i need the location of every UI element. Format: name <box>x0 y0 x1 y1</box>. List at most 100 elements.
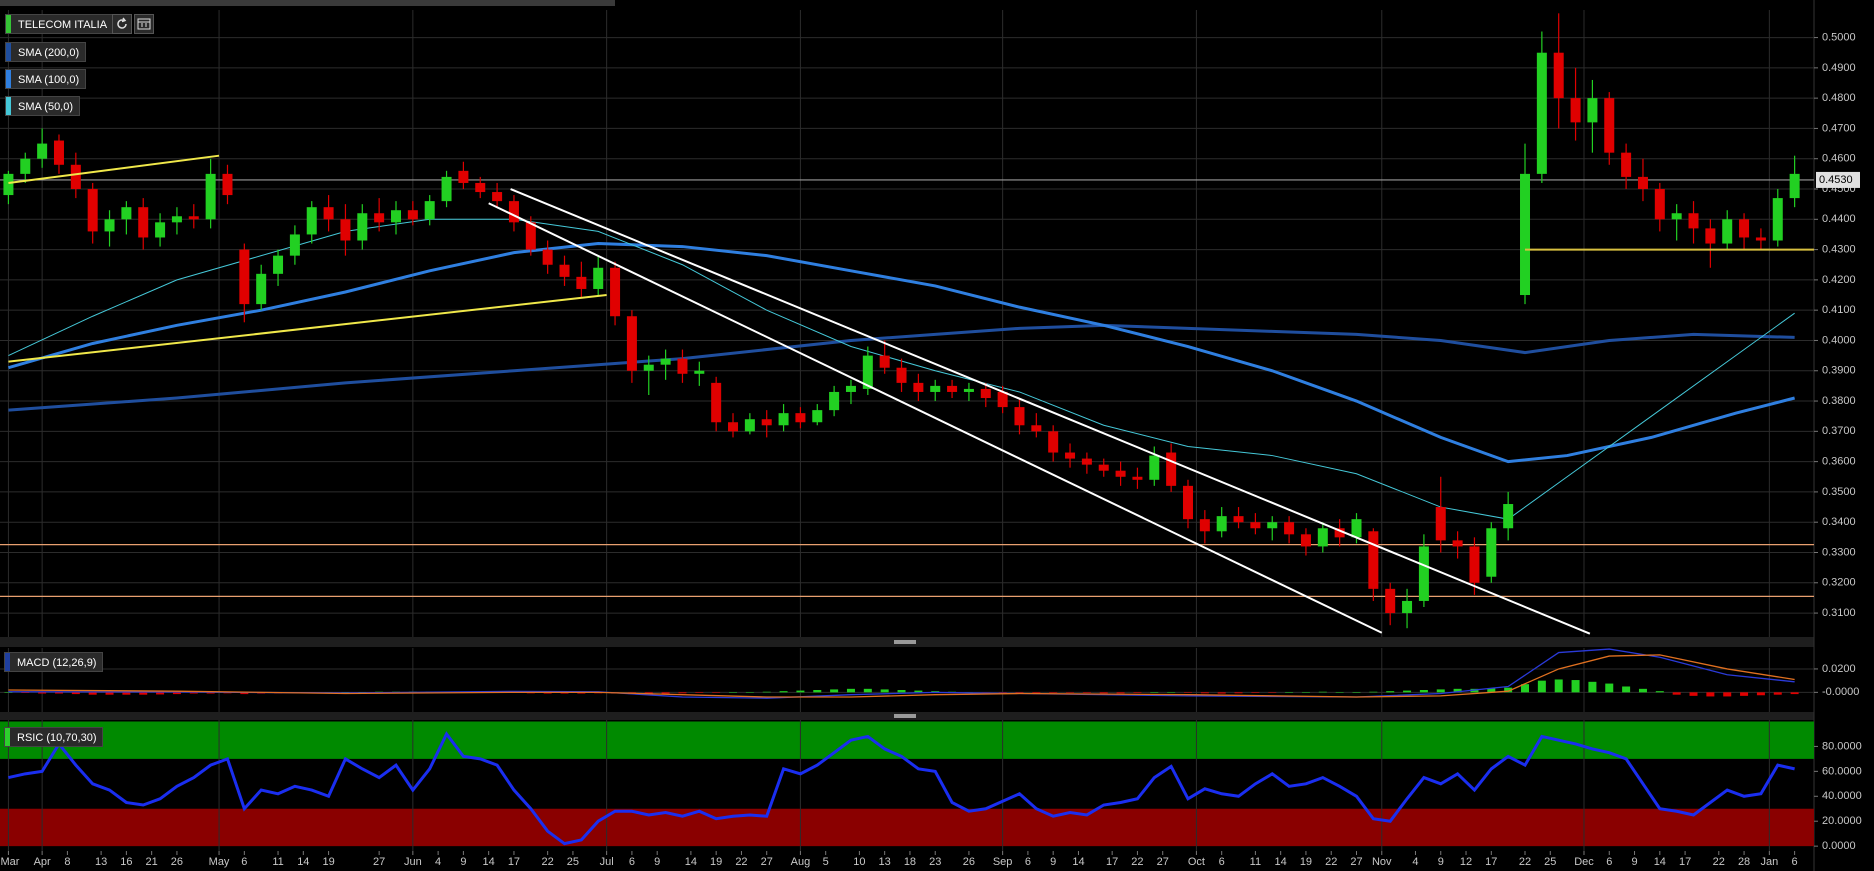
indicator-badge[interactable]: MACD (12,26,9) <box>4 652 104 672</box>
candle-body <box>1031 425 1042 432</box>
candle-body <box>728 422 739 432</box>
x-tick-label: 6 <box>1219 856 1225 868</box>
candle-body <box>610 267 621 317</box>
calendar-button[interactable] <box>134 14 154 34</box>
x-tick-label: 4 <box>1412 856 1418 868</box>
y-tick-label: 0.4600 <box>1822 153 1856 165</box>
candle-body <box>424 201 435 220</box>
refresh-icon <box>117 17 127 29</box>
symbol-badge[interactable]: TELECOM ITALIA <box>5 14 115 34</box>
last-price-box <box>1816 171 1860 188</box>
candle-body <box>1182 485 1193 520</box>
x-tick-label: May <box>209 856 230 868</box>
histogram-bar <box>880 689 889 693</box>
trendline <box>488 202 1383 634</box>
x-tick-label: 17 <box>508 856 520 868</box>
y-tick-label: -0.0000 <box>1822 686 1859 698</box>
candle-body <box>458 170 469 183</box>
histogram-bar <box>1082 692 1091 693</box>
candle-body <box>155 222 166 238</box>
x-tick-label: Sep <box>993 856 1013 868</box>
candle-body <box>1587 98 1598 123</box>
candle-body <box>1081 458 1092 465</box>
indicator-badge[interactable]: RSIC (10,70,30) <box>4 727 104 747</box>
x-tick-label: 22 <box>1131 856 1143 868</box>
candle-body <box>593 267 604 289</box>
candle-body <box>660 358 671 365</box>
histogram-bar <box>745 691 754 693</box>
histogram-bar <box>846 688 855 693</box>
histogram-bar <box>712 692 721 693</box>
candle-body <box>1637 176 1648 190</box>
histogram-bar <box>1133 692 1142 693</box>
histogram-bar <box>1740 692 1749 696</box>
x-tick-label: 6 <box>629 856 635 868</box>
candle-body <box>104 219 115 232</box>
refresh-button[interactable] <box>112 14 132 34</box>
candle-body <box>188 216 199 220</box>
indicator-badge[interactable]: SMA (100,0) <box>5 69 87 89</box>
histogram-bar <box>1723 692 1732 697</box>
histogram-bar <box>1099 692 1108 694</box>
histogram-bar <box>1369 691 1378 693</box>
panel-title: MACD (12,26,9) <box>17 657 97 669</box>
x-tick-label: 9 <box>1050 856 1056 868</box>
histogram-bar <box>1504 687 1513 693</box>
histogram-bar <box>1150 692 1159 693</box>
candle-body <box>1705 228 1716 244</box>
y-tick-label: 60.0000 <box>1822 765 1862 777</box>
candle-body <box>1385 588 1396 614</box>
x-tick-label: 18 <box>904 856 916 868</box>
rsi-zone <box>0 721 1814 759</box>
histogram-bar <box>1200 692 1209 694</box>
candle-body <box>3 173 14 196</box>
candle-body <box>138 207 149 238</box>
x-tick-label: 6 <box>241 856 247 868</box>
badge-color <box>5 653 10 671</box>
histogram-bar <box>189 692 198 694</box>
badge-color <box>6 97 11 115</box>
y-tick-label: 0.4700 <box>1822 122 1856 134</box>
x-tick-label: 10 <box>853 856 865 868</box>
badge-color <box>6 70 11 88</box>
indicator-badge[interactable]: SMA (50,0) <box>5 96 81 116</box>
x-tick-label: 17 <box>1106 856 1118 868</box>
histogram-bar <box>1386 691 1395 693</box>
x-tick-label: 13 <box>95 856 107 868</box>
x-tick-label: Aug <box>791 856 811 868</box>
indicator-badge[interactable]: SMA (200,0) <box>5 42 87 62</box>
candle-body <box>795 413 806 423</box>
histogram-bar <box>1251 692 1260 693</box>
x-tick-label: 25 <box>567 856 579 868</box>
x-tick-label: 6 <box>1606 856 1612 868</box>
histogram-bar <box>678 692 687 694</box>
candle-body <box>1284 522 1295 535</box>
candle-body <box>1486 528 1497 577</box>
candle-body <box>1199 519 1210 532</box>
y-tick-label: 0.3600 <box>1822 456 1856 468</box>
histogram-bar <box>1352 692 1361 693</box>
x-tick-label: Oct <box>1188 856 1205 868</box>
candle-body <box>845 385 856 392</box>
candle-body <box>626 316 637 371</box>
candle-body <box>913 382 924 392</box>
x-tick-label: 12 <box>1460 856 1472 868</box>
candle-body <box>70 164 81 190</box>
candle-body <box>1435 507 1446 541</box>
x-tick-label: 23 <box>929 856 941 868</box>
histogram-bar <box>1318 691 1327 693</box>
x-tick-label: 26 <box>963 856 975 868</box>
badge-color <box>5 728 10 746</box>
macd-line <box>8 654 1795 698</box>
histogram-bar <box>1756 692 1765 696</box>
candle-body <box>1604 98 1615 153</box>
x-tick-label: 25 <box>1544 856 1556 868</box>
histogram-bar <box>897 690 906 693</box>
candle-body <box>525 222 536 250</box>
y-tick-label: 0.3800 <box>1822 395 1856 407</box>
candle-body <box>963 388 974 392</box>
candle-body <box>576 276 587 289</box>
histogram-bar <box>21 692 30 693</box>
